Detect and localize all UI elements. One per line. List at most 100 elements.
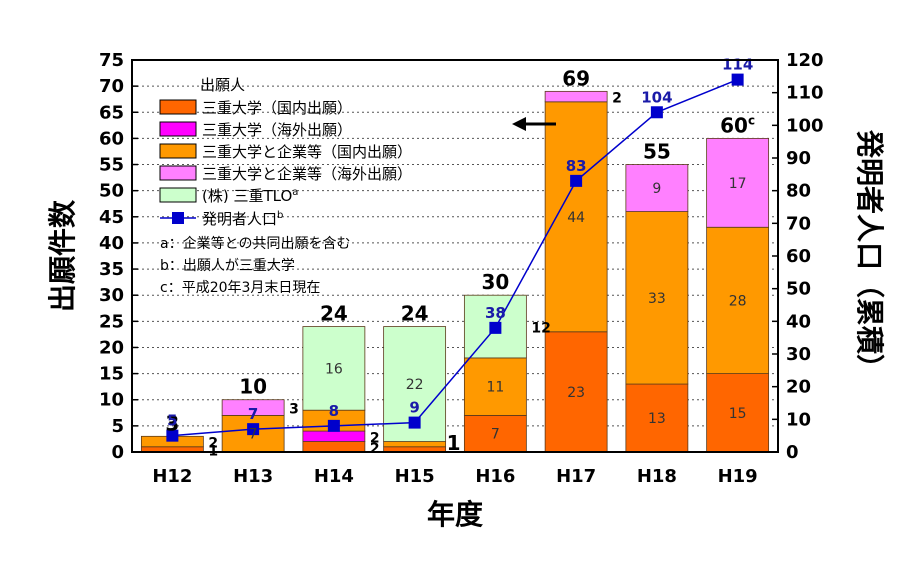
bar-total-label: 60c [720,113,755,137]
bar-segment [706,137,770,228]
y2-tick-label: 60 [786,246,811,267]
legend-swatch [159,143,197,159]
inventor-marker [247,423,260,436]
y-tick-label: 70 [99,76,124,97]
bar-segment [302,430,366,442]
inventor-value-label: 38 [485,304,506,322]
y-tick-label: 0 [111,442,124,463]
y2-tick-label: 20 [786,377,811,398]
axes: 0510152025303540455055606570750102030405… [99,50,824,487]
y2-tick-label: 90 [786,148,811,169]
segment-value-label: 2 [370,430,380,446]
legend-label: 三重大学と企業等（海外出願） [202,165,412,183]
segment-value-label: 2 [612,91,622,107]
segment-value-label: 15 [729,406,747,422]
y-tick-label: 50 [99,181,124,202]
bar-segment [706,373,770,453]
legend-label: 三重大学（海外出願） [202,121,352,139]
legend-swatch [159,165,197,181]
segment-value-label: 9 [652,181,661,197]
x-tick-label: H12 [152,466,192,487]
inventor-value-label: 8 [329,402,339,420]
x-tick-label: H18 [637,466,677,487]
y2-axis-title: 発明者人口（累積） [853,129,886,382]
bar-total-label: 10 [239,375,267,399]
inventor-value-label: 7 [248,405,258,423]
legend-title: 出願人 [200,76,245,94]
segment-value-label: 16 [325,361,343,377]
segment-value-label: 13 [648,411,666,427]
bar-total-label: 30 [481,270,509,294]
inventor-marker [327,419,340,432]
inventor-line [166,73,744,442]
bar-segment [544,101,608,333]
bar-total-label: 69 [562,66,590,90]
y2-tick-label: 10 [786,409,811,430]
y-tick-label: 35 [99,259,124,280]
y2-tick-label: 100 [786,115,824,136]
y-tick-label: 10 [99,390,124,411]
inventor-marker [408,416,421,429]
bar-total-label: 3 [165,411,179,435]
bar-segment [544,90,608,103]
segment-value-label: 11 [486,380,504,396]
bar-segment [625,164,689,212]
bar-segment [706,226,770,374]
bar-segment [383,441,447,448]
bar-segment [221,399,285,416]
y2-tick-label: 40 [786,311,811,332]
y2-tick-label: 80 [786,181,811,202]
bar-segment [463,357,527,416]
bar-segment [544,331,608,453]
x-tick-label: H14 [314,466,354,487]
y2-tick-label: 70 [786,213,811,234]
inventor-marker [489,321,502,334]
segment-value-label: 2 [370,441,380,457]
segment-value-label: 28 [729,293,747,309]
y2-tick-label: 30 [786,344,811,365]
x-tick-label: H16 [475,466,515,487]
y2-tick-label: 120 [786,50,824,71]
y2-tick-label: 110 [786,83,824,104]
x-tick-label: H15 [395,466,435,487]
inventor-value-label: 114 [722,56,753,74]
bar-total-label: 24 [401,302,429,326]
y-tick-label: 20 [99,337,124,358]
inventor-value-label: 5 [167,412,177,430]
y2-tick-label: 0 [786,442,799,463]
x-axis-title: 年度 [427,498,483,531]
y-tick-label: 75 [99,50,124,71]
inventor-value-label: 83 [566,157,587,175]
y-tick-label: 65 [99,102,124,123]
legend-note: b：出願人が三重大学 [160,258,295,274]
y-tick-label: 15 [99,364,124,385]
bar-segment [463,415,527,453]
legend-line-marker [172,212,184,224]
x-tick-label: H19 [718,466,758,487]
segment-value-label: 7 [491,427,500,443]
y-axis-title: 出願件数 [46,199,79,312]
bar-total-label: 24 [320,302,348,326]
y-tick-label: 5 [111,416,124,437]
legend-label: 発明者人口b [202,210,283,228]
y-tick-label: 60 [99,128,124,149]
y-tick-label: 55 [99,155,124,176]
pointer-arrow-head [512,117,526,131]
segment-value-label: 23 [567,385,585,401]
segment-value-label: 1 [447,431,461,455]
inventor-marker [166,429,179,442]
legend-label: 三重大学と企業等（国内出願） [202,143,412,161]
segment-value-label: 22 [406,377,424,393]
bar-segment [302,326,366,411]
segment-value-label: 44 [567,210,585,226]
bar-segment [302,441,366,453]
legend-swatch [159,121,197,137]
inventor-marker [650,106,663,119]
inventor-value-label: 104 [641,88,672,106]
inventor-line-path [172,78,738,437]
x-tick-label: H17 [556,466,596,487]
y-tick-label: 25 [99,311,124,332]
legend-label: (株) 三重TLOa [202,187,298,205]
